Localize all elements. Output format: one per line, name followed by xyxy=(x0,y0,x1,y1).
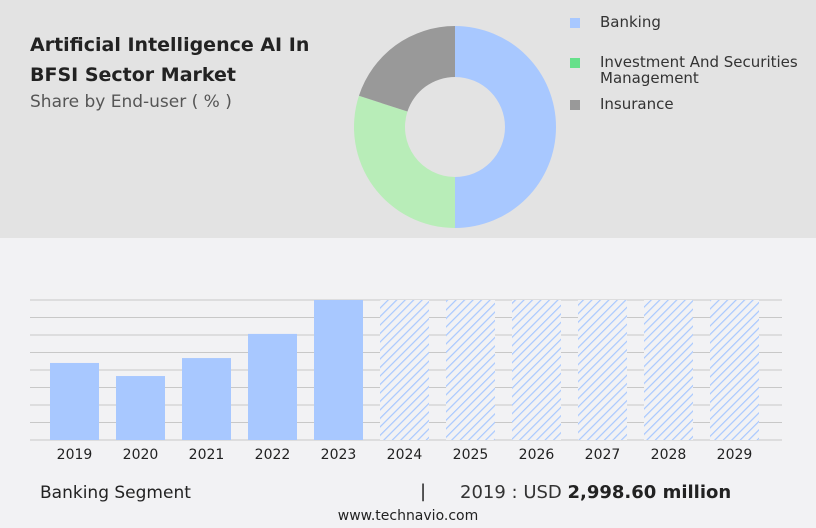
donut-slice-banking xyxy=(455,26,556,228)
bar-2026 xyxy=(512,300,561,440)
x-tick-label: 2029 xyxy=(717,447,753,463)
legend-item-investment: Investment And Securities Management xyxy=(570,54,800,86)
value-text: 2,998.60 million xyxy=(567,482,732,503)
bar-2023 xyxy=(314,300,363,440)
bar-2020 xyxy=(116,376,165,440)
donut-slice-insurance xyxy=(358,26,455,112)
chart-subtitle: Share by End-user ( % ) xyxy=(30,92,232,112)
x-tick-label: 2019 xyxy=(57,447,93,463)
bar-2027 xyxy=(578,300,627,440)
bar-2025 xyxy=(446,300,495,440)
x-tick-label: 2026 xyxy=(519,447,555,463)
donut-slice-investment xyxy=(354,95,455,229)
bar-chart: 2019 2020 2021 2022 2023 2024 2025 2026 2027 2028… xyxy=(50,300,759,463)
x-tick-label: 2028 xyxy=(651,447,687,463)
x-tick-label: 2024 xyxy=(387,447,423,463)
x-tick-label: 2023 xyxy=(321,447,357,463)
bar-2019 xyxy=(50,362,99,440)
donut-chart xyxy=(354,26,556,229)
legend-item-banking: Banking xyxy=(570,14,800,30)
legend-swatch xyxy=(570,58,580,68)
x-tick-label: 2025 xyxy=(453,447,489,463)
x-tick-label: 2021 xyxy=(189,447,225,463)
legend-swatch xyxy=(570,18,580,28)
segment-label: Banking Segment xyxy=(40,483,191,503)
legend-label: Investment And Securities Management xyxy=(600,53,798,87)
bar-2024 xyxy=(380,300,429,440)
legend: Banking Investment And Securities Manage… xyxy=(570,14,800,118)
chart-title: Artificial Intelligence AI In BFSI Secto… xyxy=(30,34,310,86)
legend-label: Insurance xyxy=(600,95,674,113)
legend-swatch xyxy=(570,100,580,110)
x-tick-label: 2027 xyxy=(585,447,621,463)
x-tick-label: 2022 xyxy=(255,447,291,463)
legend-item-insurance: Insurance xyxy=(570,96,800,112)
year-label: 2019 : USD xyxy=(460,482,568,503)
bar-2022 xyxy=(248,333,297,440)
bar-2029 xyxy=(710,300,759,440)
bar-2028 xyxy=(644,300,693,440)
x-tick-label: 2020 xyxy=(123,447,159,463)
segment-value: 2019 : USD 2,998.60 million xyxy=(460,482,731,503)
legend-label: Banking xyxy=(600,13,661,31)
bar-2021 xyxy=(182,358,231,440)
website-link[interactable]: www.technavio.com xyxy=(337,508,479,524)
separator: | xyxy=(420,481,427,502)
